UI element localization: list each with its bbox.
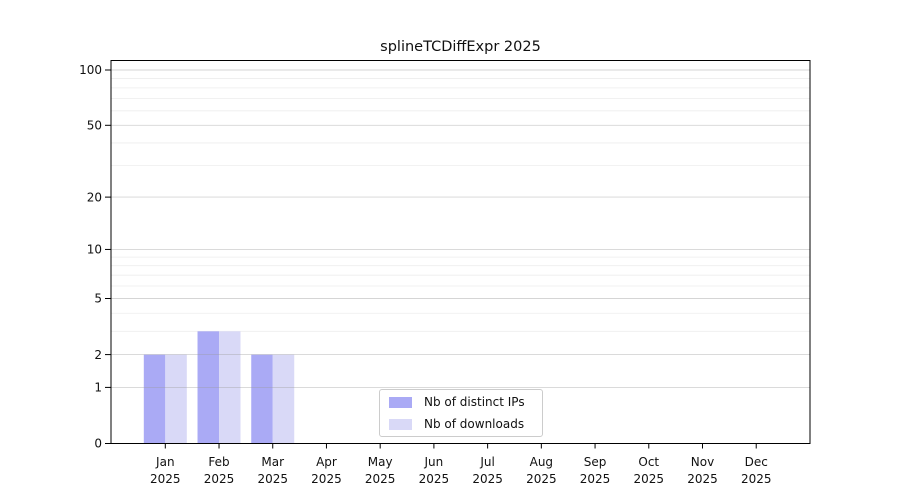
x-tick-label-year: 2025 xyxy=(257,472,288,486)
bar-mar-distinct-ips xyxy=(251,354,273,444)
x-tick-label-year: 2025 xyxy=(311,472,342,486)
bar-jan-downloads xyxy=(165,354,187,444)
legend-item-downloads: Nb of downloads xyxy=(389,418,533,430)
y-tick-label: 100 xyxy=(79,63,102,77)
x-tick-label-month: Apr xyxy=(316,455,337,469)
chart-title: splineTCDiffExpr 2025 xyxy=(380,39,541,55)
y-tick-label: 10 xyxy=(87,243,102,257)
x-tick-label-month: Jul xyxy=(479,455,494,469)
x-tick-label-year: 2025 xyxy=(419,472,450,486)
y-tick-label: 2 xyxy=(94,348,102,362)
x-tick-label-month: Jan xyxy=(155,455,175,469)
y-tick-label: 5 xyxy=(94,292,102,306)
x-tick-label-year: 2025 xyxy=(150,472,181,486)
x-tick-label-year: 2025 xyxy=(526,472,557,486)
x-tick-label-year: 2025 xyxy=(472,472,503,486)
y-tick-label: 1 xyxy=(94,381,102,395)
x-tick-label-year: 2025 xyxy=(741,472,772,486)
x-tick-label-month: Feb xyxy=(208,455,229,469)
y-tick-label: 20 xyxy=(87,190,102,204)
x-tick-label-month: May xyxy=(368,455,393,469)
legend-swatch-distinct-ips xyxy=(389,396,412,408)
legend-item-distinct-ips: Nb of distinct IPs xyxy=(389,396,533,408)
x-tick-label-year: 2025 xyxy=(580,472,611,486)
bar-mar-downloads xyxy=(272,354,295,444)
legend-label-distinct-ips: Nb of distinct IPs xyxy=(424,395,525,409)
y-tick-label: 0 xyxy=(94,437,102,451)
x-tick-label-month: Sep xyxy=(584,455,607,469)
x-tick-label-month: Mar xyxy=(261,455,284,469)
legend-label-downloads: Nb of downloads xyxy=(424,417,525,431)
x-tick-label-month: Dec xyxy=(745,455,768,469)
bar-feb-distinct-ips xyxy=(197,331,220,444)
bar-feb-downloads xyxy=(219,331,241,444)
x-tick-label-month: Oct xyxy=(638,455,659,469)
y-tick-label: 50 xyxy=(87,118,102,132)
bar-jan-distinct-ips xyxy=(143,354,166,444)
x-tick-label-year: 2025 xyxy=(204,472,235,486)
x-tick-label-year: 2025 xyxy=(365,472,396,486)
x-tick-label-month: Aug xyxy=(530,455,553,469)
legend-swatch-downloads xyxy=(389,418,412,430)
x-tick-label-year: 2025 xyxy=(634,472,665,486)
x-tick-label-year: 2025 xyxy=(687,472,718,486)
legend: Nb of distinct IPs Nb of downloads xyxy=(379,389,543,437)
x-tick-label-month: Nov xyxy=(691,455,714,469)
plot-frame xyxy=(110,60,811,444)
x-tick-label-month: Jun xyxy=(424,455,444,469)
